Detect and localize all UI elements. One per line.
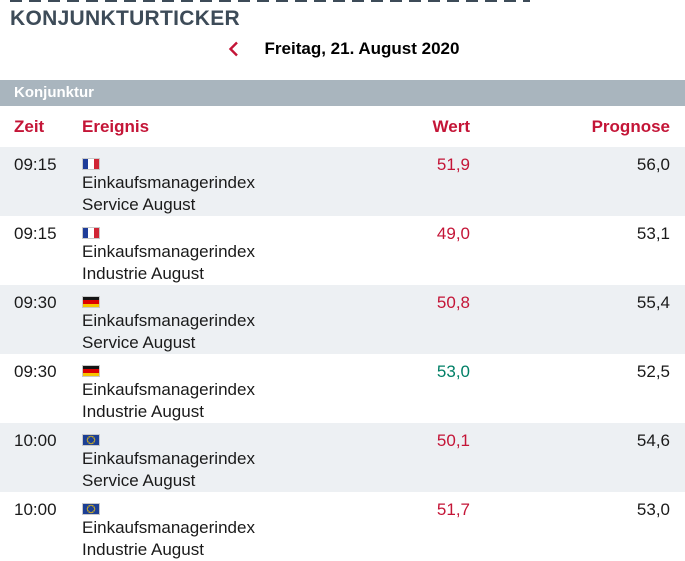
table-header-row: Zeit Ereignis Wert Prognose — [0, 106, 685, 147]
event-name: Einkaufsmanagerindex Service August — [82, 173, 255, 214]
event-forecast: 56,0 — [636, 155, 670, 174]
table-row: 10:00 Einkaufsmanagerindex Service August… — [0, 423, 685, 492]
table-row: 09:30 Einkaufsmanagerindex Service August… — [0, 285, 685, 354]
event-cell: Einkaufsmanagerindex Service August — [82, 431, 350, 492]
event-cell: Einkaufsmanagerindex Industrie August — [82, 362, 350, 423]
event-forecast: 54,6 — [636, 431, 670, 450]
current-date-label: Freitag, 21. August 2020 — [264, 39, 460, 58]
event-forecast: 55,4 — [636, 293, 670, 312]
flag-germany-icon — [82, 295, 100, 308]
event-name: Einkaufsmanagerindex Service August — [82, 311, 255, 352]
page-title: KONJUNKTURTICKER — [10, 7, 240, 30]
event-time: 09:30 — [14, 293, 57, 312]
event-forecast: 53,0 — [636, 500, 670, 519]
chevron-left-icon — [228, 41, 239, 57]
event-value: 51,7 — [436, 500, 470, 519]
event-value: 49,0 — [436, 224, 470, 243]
event-name: Einkaufsmanagerindex Service August — [82, 449, 255, 490]
column-header-ereignis: Ereignis — [82, 116, 150, 136]
table-row: 09:30 Einkaufsmanagerindex Industrie Augu… — [0, 354, 685, 423]
column-header-zeit: Zeit — [14, 116, 45, 136]
cropped-content-above — [10, 0, 530, 2]
event-value: 50,8 — [436, 293, 470, 312]
event-time: 09:15 — [14, 155, 57, 174]
table-row: 09:15 Einkaufsmanagerindex Service August… — [0, 147, 685, 216]
table-row: 09:15 Einkaufsmanagerindex Industrie Augu… — [0, 216, 685, 285]
event-forecast: 52,5 — [636, 362, 670, 381]
event-time: 09:15 — [14, 224, 57, 243]
event-cell: Einkaufsmanagerindex Industrie August — [82, 500, 350, 561]
flag-germany-icon — [82, 364, 100, 377]
event-name: Einkaufsmanagerindex Industrie August — [82, 242, 255, 283]
previous-day-button[interactable] — [226, 39, 241, 59]
column-header-prognose: Prognose — [591, 116, 670, 136]
date-navigation: Freitag, 21. August 2020 — [0, 38, 685, 60]
event-name: Einkaufsmanagerindex Industrie August — [82, 518, 255, 559]
flag-eu-icon — [82, 433, 100, 446]
event-value: 50,1 — [436, 431, 470, 450]
event-name: Einkaufsmanagerindex Industrie August — [82, 380, 255, 421]
flag-france-icon — [82, 226, 100, 239]
section-title: Konjunktur — [14, 84, 94, 101]
section-header-bar: Konjunktur — [0, 80, 685, 106]
event-value: 53,0 — [436, 362, 470, 381]
flag-france-icon — [82, 157, 100, 170]
table-body: 09:15 Einkaufsmanagerindex Service August… — [0, 147, 685, 561]
event-cell: Einkaufsmanagerindex Service August — [82, 155, 350, 216]
column-header-wert: Wert — [432, 116, 470, 136]
table-row: 10:00 Einkaufsmanagerindex Industrie Augu… — [0, 492, 685, 561]
event-time: 10:00 — [14, 500, 57, 519]
event-value: 51,9 — [436, 155, 470, 174]
event-cell: Einkaufsmanagerindex Service August — [82, 293, 350, 354]
event-time: 09:30 — [14, 362, 57, 381]
flag-eu-icon — [82, 502, 100, 515]
economic-events-table: Zeit Ereignis Wert Prognose 09:15 Einkauf… — [0, 106, 685, 561]
event-time: 10:00 — [14, 431, 57, 450]
event-cell: Einkaufsmanagerindex Industrie August — [82, 224, 350, 285]
event-forecast: 53,1 — [636, 224, 670, 243]
